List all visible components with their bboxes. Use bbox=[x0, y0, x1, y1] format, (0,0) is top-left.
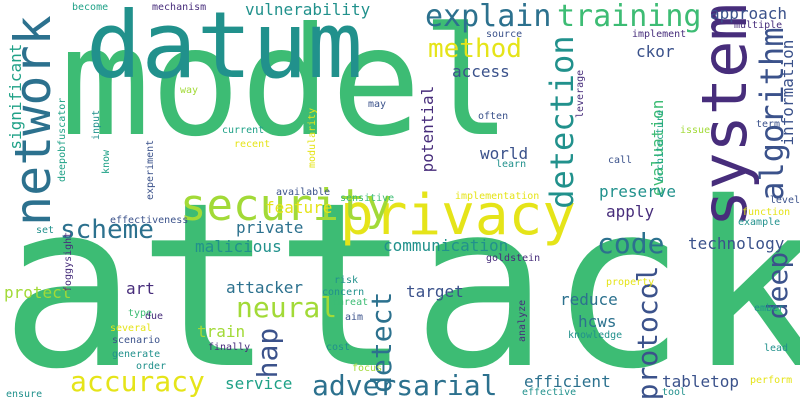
word-approach: approach bbox=[710, 4, 788, 23]
word-experiment: experiment bbox=[145, 139, 156, 200]
word-issue: issue bbox=[680, 125, 711, 136]
word-private: private bbox=[236, 218, 304, 237]
word-privacy: privacy bbox=[340, 183, 577, 248]
word-focus: focus bbox=[352, 363, 383, 374]
word-ember: ember bbox=[754, 303, 785, 314]
word-architecture: architecture bbox=[655, 109, 666, 182]
word-attacker: attacker bbox=[226, 278, 304, 297]
word-source: source bbox=[486, 29, 523, 40]
word-neural: neural bbox=[236, 291, 338, 324]
word-term: term bbox=[756, 119, 781, 130]
word-system: system bbox=[688, 3, 761, 228]
word-model: model bbox=[60, 0, 512, 170]
word-type: type bbox=[128, 308, 153, 319]
word-modularity: modularity bbox=[307, 107, 318, 168]
word-attack: attack bbox=[0, 153, 800, 400]
word-hap: hap bbox=[251, 327, 284, 379]
word-example: example bbox=[738, 217, 781, 228]
word-call: call bbox=[608, 155, 633, 166]
word-protect: protect bbox=[4, 283, 72, 302]
word-vulnerability: vulnerability bbox=[245, 0, 371, 19]
word-tabletop: tabletop bbox=[662, 372, 740, 391]
word-implement: implement bbox=[632, 29, 687, 40]
word-know: know bbox=[101, 149, 112, 174]
word-access: access bbox=[452, 62, 510, 81]
word-train: train bbox=[197, 322, 246, 341]
word-several: several bbox=[110, 323, 153, 334]
word-learn: learn bbox=[496, 159, 527, 170]
word-risk: risk bbox=[334, 275, 359, 286]
word-perform: perform bbox=[750, 375, 793, 386]
word-input: input bbox=[91, 109, 102, 140]
word-preserve: preserve bbox=[599, 182, 677, 201]
word-explain: explain bbox=[425, 0, 552, 34]
word-sensitive: sensitive bbox=[340, 193, 395, 204]
word-lead: lead bbox=[764, 343, 789, 354]
word-feature: feature bbox=[265, 198, 333, 217]
word-malicious: malicious bbox=[195, 237, 282, 256]
word-knowledge: knowledge bbox=[568, 330, 623, 341]
word-often: often bbox=[478, 111, 509, 122]
word-foggysight: foggysight bbox=[63, 231, 74, 292]
word-potential: potential bbox=[418, 85, 437, 173]
word-analyze: analyze bbox=[517, 299, 528, 342]
word-information: information bbox=[778, 39, 797, 146]
word-multiple: multiple bbox=[734, 20, 783, 31]
word-level: level bbox=[769, 195, 800, 206]
word-property: property bbox=[606, 277, 655, 288]
word-code: code bbox=[597, 227, 665, 260]
word-reduce: reduce bbox=[560, 290, 618, 309]
word-order: order bbox=[136, 361, 167, 372]
word-tool: tool bbox=[662, 387, 687, 398]
word-available: available bbox=[276, 187, 331, 198]
word-current: current bbox=[222, 125, 265, 136]
word-become: become bbox=[72, 2, 109, 13]
word-concern: concern bbox=[322, 287, 365, 298]
word-art: art bbox=[126, 279, 155, 298]
word-target: target bbox=[406, 282, 464, 301]
word-detection: detection bbox=[543, 35, 581, 209]
word-communication: communication bbox=[383, 236, 509, 255]
word-leverage: leverage bbox=[575, 69, 586, 118]
word-function: function bbox=[742, 207, 791, 218]
word-technology: technology bbox=[688, 234, 785, 253]
word-efficient: efficient bbox=[524, 372, 611, 391]
word-apply: apply bbox=[606, 202, 655, 221]
word-may: may bbox=[368, 99, 387, 110]
word-scheme: scheme bbox=[60, 215, 154, 245]
word-significant: significant bbox=[6, 43, 25, 150]
word-adversarial: adversarial bbox=[312, 369, 498, 400]
word-world: world bbox=[480, 144, 529, 163]
word-goldstein: goldstein bbox=[486, 253, 541, 264]
word-way: way bbox=[180, 85, 199, 96]
word-threat: threat bbox=[332, 297, 369, 308]
word-aim: aim bbox=[345, 312, 364, 323]
word-recent: recent bbox=[234, 139, 271, 150]
word-detect: detect bbox=[365, 291, 398, 393]
word-security: security bbox=[180, 180, 392, 231]
word-generate: generate bbox=[112, 349, 161, 360]
word-scenario: scenario bbox=[112, 335, 161, 346]
word-deepobfuscator: deepobfuscator bbox=[57, 97, 68, 182]
word-hcws: hcws bbox=[578, 312, 617, 331]
word-implementation: implementation bbox=[455, 191, 540, 202]
word-ckor: ckor bbox=[636, 42, 675, 61]
word-effectiveness: effectiveness bbox=[110, 215, 189, 226]
word-datum: datum bbox=[86, 0, 363, 99]
word-training: training bbox=[557, 0, 702, 34]
word-set: set bbox=[36, 225, 55, 236]
word-finally: finally bbox=[208, 342, 251, 353]
word-ensure: ensure bbox=[6, 389, 43, 400]
word-method: method bbox=[428, 34, 522, 64]
word-cost: cost bbox=[326, 342, 351, 353]
word-service: service bbox=[225, 374, 293, 393]
word-accuracy: accuracy bbox=[70, 365, 205, 398]
word-mechanism: mechanism bbox=[152, 2, 207, 13]
word-due: due bbox=[145, 311, 164, 322]
word-effective: effective bbox=[522, 387, 577, 398]
